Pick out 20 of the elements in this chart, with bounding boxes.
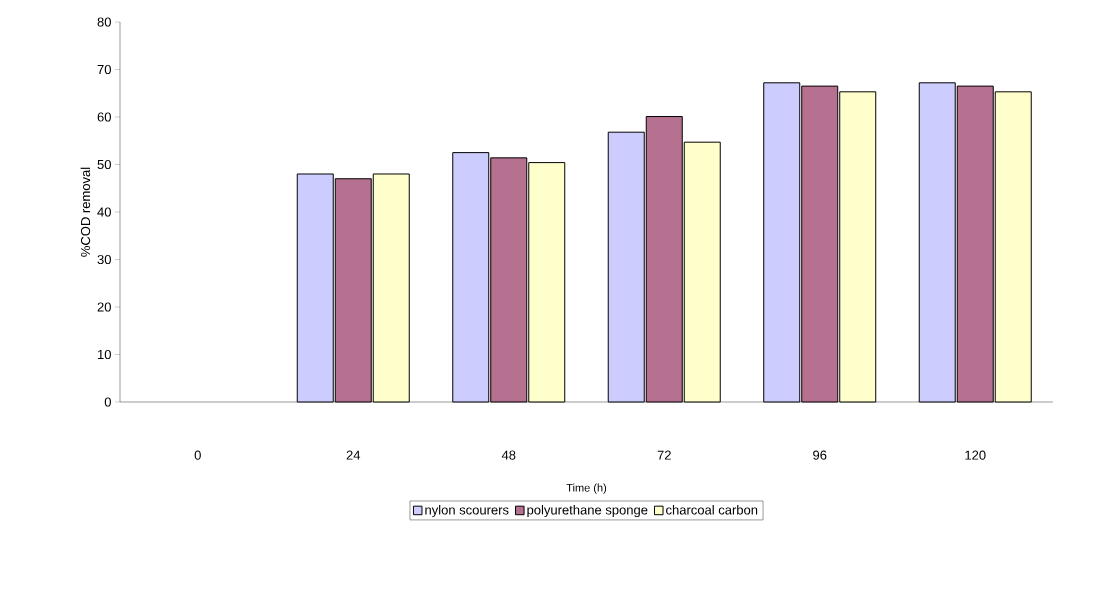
legend-label: charcoal carbon xyxy=(666,504,758,515)
y-tick-label: 50 xyxy=(97,159,111,170)
y-tick-label: 30 xyxy=(97,254,111,265)
y-tick-label: 0 xyxy=(104,397,111,407)
x-tick-label: 24 xyxy=(346,450,361,460)
y-axis-title: %COD removal xyxy=(80,167,91,257)
x-tick-label: 48 xyxy=(501,450,516,460)
legend-label: polyurethane sponge xyxy=(527,504,648,518)
y-tick-label: 80 xyxy=(97,17,111,27)
y-tick-label: 10 xyxy=(98,349,111,360)
x-axis-title: Time (h) xyxy=(566,483,607,494)
y-tick-label: 40 xyxy=(97,207,111,217)
y-tick-label: 60 xyxy=(97,112,111,122)
legend-label: nylon scourers xyxy=(425,504,509,518)
x-tick-label: 120 xyxy=(965,450,986,460)
y-tick-label: 20 xyxy=(97,302,111,312)
x-tick-label: 0 xyxy=(194,450,201,460)
x-tick-label: 96 xyxy=(813,450,827,460)
y-tick-label: 70 xyxy=(97,64,111,75)
x-tick-label: 72 xyxy=(657,450,671,460)
